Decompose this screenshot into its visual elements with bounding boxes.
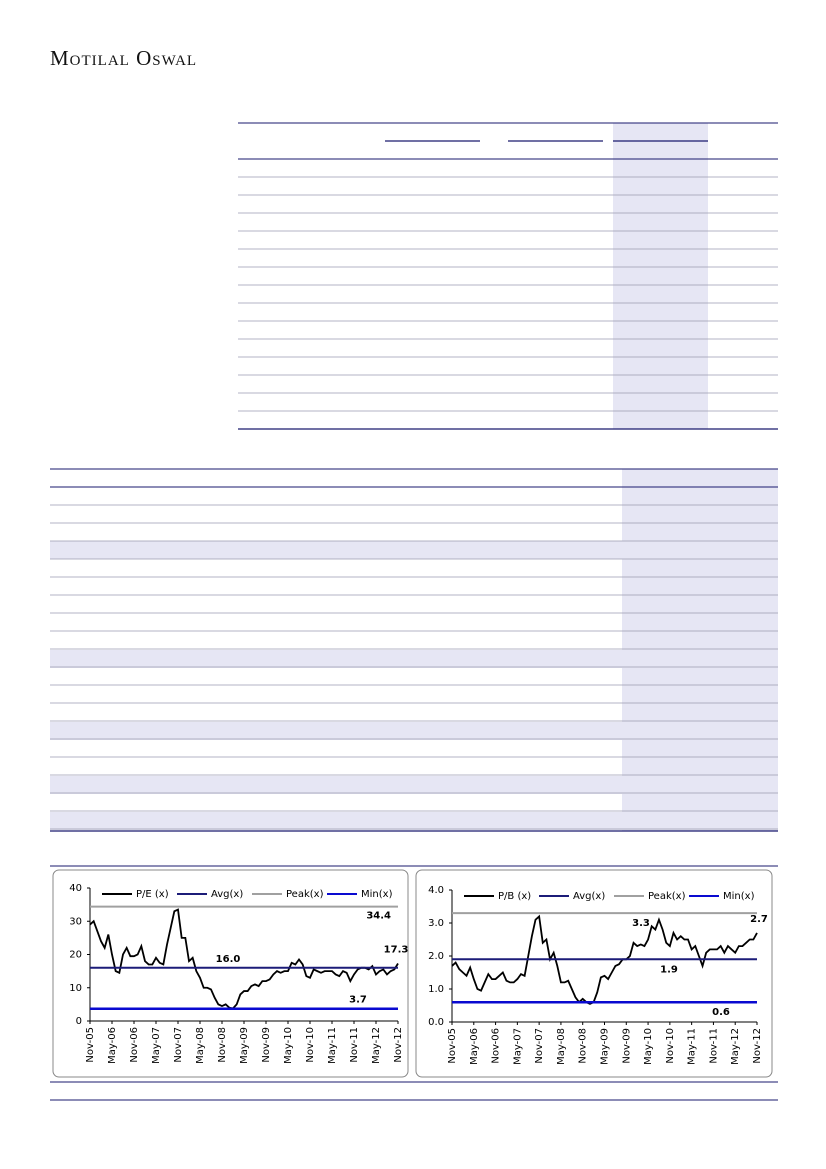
legend-label: Avg(x) [211,889,243,900]
end-label: 2.7 [750,914,768,925]
legend-label: Min(x) [723,891,755,902]
x-tick-label: Nov-07 [534,1028,545,1064]
legend-label: Avg(x) [573,891,605,902]
y-tick-label: 1.0 [428,984,444,995]
legend-label: Peak(x) [286,889,324,900]
x-tick-label: Nov-09 [261,1027,272,1063]
x-tick-label: Nov-06 [129,1027,140,1063]
shaded-row [50,722,778,740]
x-tick-label: Nov-12 [393,1027,404,1063]
shaded-row [50,812,778,830]
shaded-row [50,650,778,668]
x-tick-label: May-09 [600,1028,611,1065]
x-tick-label: May-07 [512,1028,523,1065]
reference-label: 3.3 [632,918,650,929]
x-tick-label: Nov-07 [173,1027,184,1063]
x-tick-label: May-12 [730,1028,741,1065]
x-tick-label: May-06 [469,1028,480,1065]
x-tick-label: May-09 [239,1027,250,1064]
x-tick-label: May-12 [371,1027,382,1064]
brand-logo: Motilal Oswal [50,46,197,70]
x-tick-label: May-11 [327,1027,338,1064]
x-tick-label: Nov-11 [349,1027,360,1063]
reference-label: 1.9 [660,964,678,975]
y-tick-label: 10 [69,983,82,994]
reference-label: 34.4 [366,911,391,922]
x-tick-label: May-07 [151,1027,162,1064]
legend-label: Min(x) [361,889,393,900]
legend-label: Peak(x) [648,891,686,902]
chart-panel [415,869,773,1078]
shaded-column [613,123,708,429]
x-tick-label: Nov-10 [665,1028,676,1064]
x-tick-label: Nov-12 [752,1028,763,1064]
x-tick-label: Nov-11 [708,1028,719,1064]
chart-panel [52,869,409,1078]
shaded-row [50,541,778,559]
x-tick-label: May-11 [687,1028,698,1065]
reference-label: 16.0 [216,954,241,965]
x-tick-label: Nov-09 [621,1028,632,1064]
y-tick-label: 0.0 [428,1017,444,1028]
legend-label: P/E (x) [136,889,169,900]
pe-line [89,908,399,1010]
reference-label: 0.6 [712,1007,730,1018]
y-tick-label: 3.0 [428,918,444,929]
x-tick-label: Nov-05 [85,1027,96,1063]
y-tick-label: 0 [76,1016,82,1027]
end-label: 17.3 [384,944,409,955]
y-tick-label: 40 [69,883,82,894]
y-tick-label: 2.0 [428,951,444,962]
legend-label: P/B (x) [498,891,531,902]
x-tick-label: Nov-08 [217,1027,228,1063]
pe-line [451,914,758,1005]
x-tick-label: Nov-10 [305,1027,316,1063]
shaded-row [50,776,778,794]
x-tick-label: Nov-06 [491,1028,502,1064]
x-tick-label: May-08 [195,1027,206,1064]
x-tick-label: May-08 [556,1028,567,1065]
x-tick-label: May-06 [107,1027,118,1064]
y-tick-label: 20 [69,950,82,961]
reference-label: 3.7 [349,995,367,1006]
y-tick-label: 4.0 [428,885,444,896]
x-tick-label: Nov-05 [447,1028,458,1064]
x-tick-label: May-10 [283,1027,294,1064]
x-tick-label: Nov-08 [578,1028,589,1064]
y-tick-label: 30 [69,916,82,927]
x-tick-label: May-10 [643,1028,654,1065]
